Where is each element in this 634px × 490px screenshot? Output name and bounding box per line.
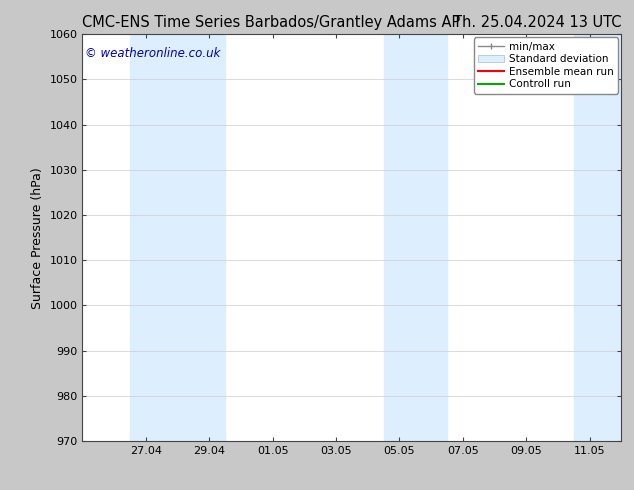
Text: CMC-ENS Time Series Barbados/Grantley Adams AP: CMC-ENS Time Series Barbados/Grantley Ad… <box>82 15 461 30</box>
Y-axis label: Surface Pressure (hPa): Surface Pressure (hPa) <box>31 167 44 309</box>
Bar <box>574 34 621 441</box>
Bar <box>130 34 225 441</box>
Legend: min/max, Standard deviation, Ensemble mean run, Controll run: min/max, Standard deviation, Ensemble me… <box>474 37 618 94</box>
Text: © weatheronline.co.uk: © weatheronline.co.uk <box>85 47 221 59</box>
Text: Th. 25.04.2024 13 UTC: Th. 25.04.2024 13 UTC <box>453 15 621 30</box>
Bar <box>384 34 447 441</box>
